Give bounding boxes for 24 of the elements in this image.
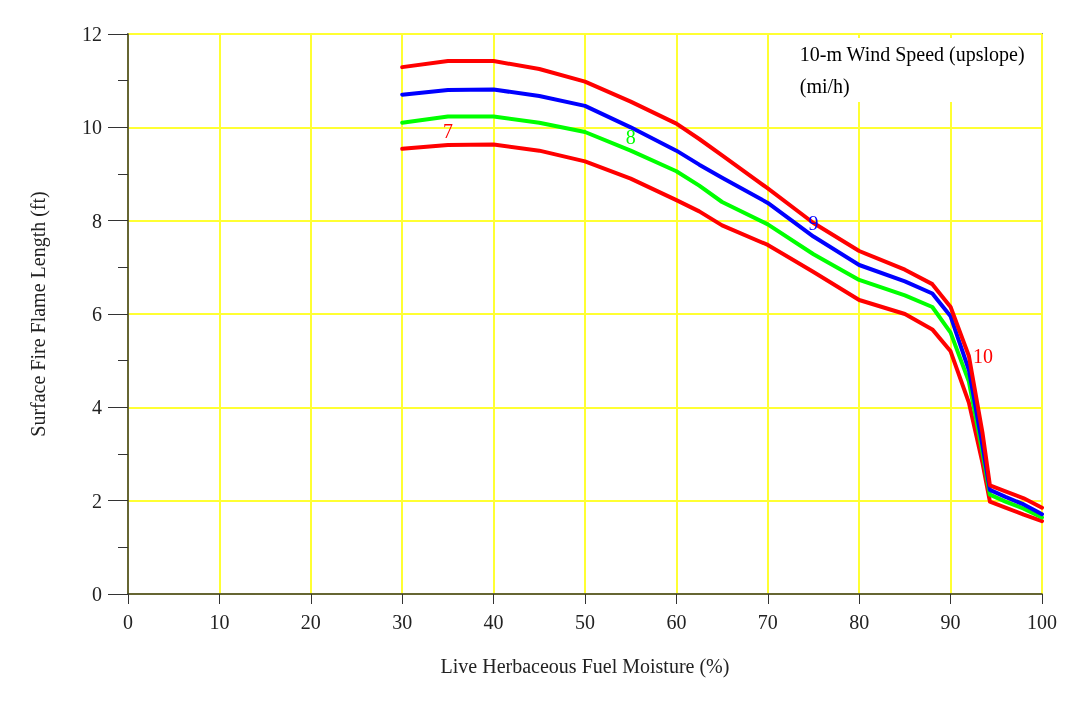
y-tick-label: 10: [82, 116, 102, 139]
x-tick-label: 60: [666, 611, 687, 633]
y-tick-label: 2: [92, 489, 102, 512]
x-tick-label: 70: [757, 611, 778, 633]
x-tick-label: 10: [209, 611, 230, 633]
x-tick-label: 90: [940, 611, 961, 633]
x-tick-label: 30: [392, 611, 413, 633]
y-tick-label: 8: [92, 209, 102, 232]
x-tick-label: 0: [123, 611, 133, 633]
x-tick-label: 80: [849, 611, 870, 633]
y-axis-title: Surface Fire Flame Length (ft): [27, 191, 50, 437]
y-tick-label: 0: [92, 583, 102, 605]
y-tick-label: 12: [82, 23, 102, 45]
series-label: 8: [625, 125, 636, 148]
y-tick-label: 4: [92, 396, 102, 419]
legend-title: 10-m Wind Speed (upslope) (mi/h): [799, 43, 1025, 98]
x-tick-label: 20: [300, 611, 321, 633]
y-tick-label: 6: [92, 303, 102, 325]
series-label: 9: [808, 211, 819, 234]
x-tick-label: 100: [1027, 611, 1057, 633]
x-axis-title: Live Herbaceous Fuel Moisture (%): [440, 655, 730, 678]
series-label: 10: [972, 345, 993, 367]
x-tick-label: 50: [575, 611, 595, 633]
x-tick-label: 40: [483, 611, 504, 633]
